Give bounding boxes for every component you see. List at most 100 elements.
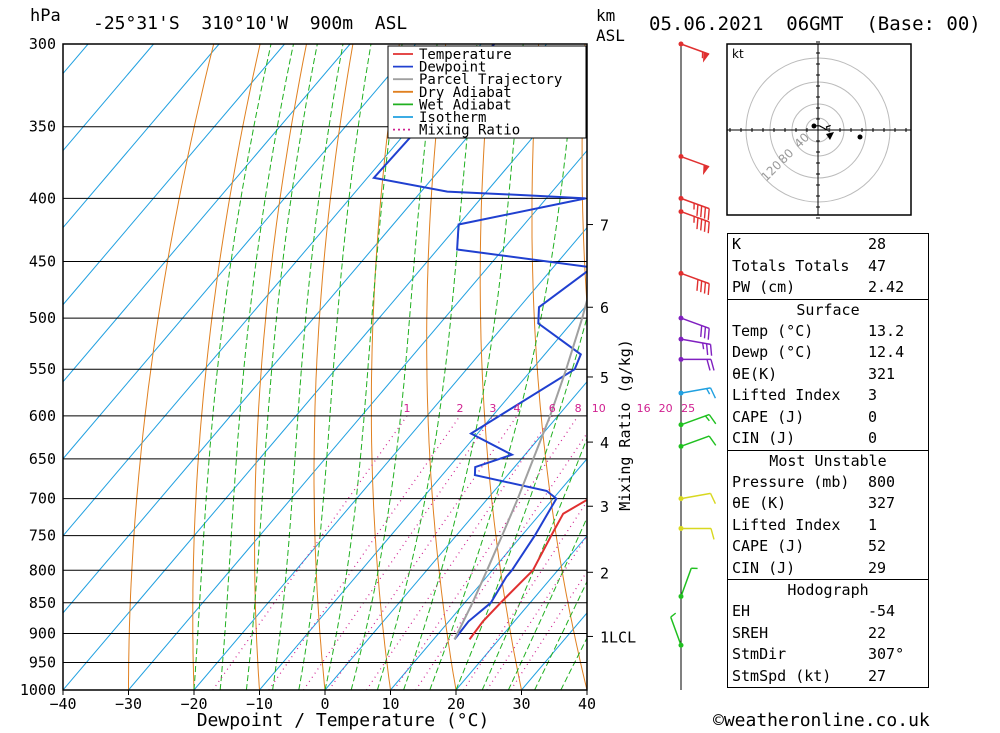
wet-adiabat-line — [534, 580, 587, 690]
wind-barb-feather — [709, 387, 717, 399]
wet-adiabat-line — [219, 44, 294, 690]
mixing-ratio-label: 6 — [549, 402, 556, 415]
wet-adiabat-line — [245, 44, 318, 690]
dry-adiabat-line — [581, 44, 587, 312]
pressure-tick-label: 700 — [29, 490, 56, 508]
surface-label: CAPE (J) — [732, 407, 805, 426]
hodograph-value: 27 — [868, 666, 887, 685]
legend-entry: Dry Adiabat — [419, 85, 512, 101]
wind-barb-half-feather — [701, 342, 705, 350]
surface-row: Dewp (°C) 12.4 — [728, 342, 928, 364]
surface-label: θE(K) — [732, 364, 778, 383]
x-tick-label: −20 — [180, 695, 207, 713]
x-tick-label: −30 — [115, 695, 142, 713]
mixing-ratio-label: 25 — [681, 402, 695, 415]
most-unstable-value: 52 — [868, 537, 887, 555]
wet-adiabat-line — [403, 44, 524, 690]
wind-barb-feather — [710, 359, 715, 371]
wind-barb-feather — [703, 220, 707, 232]
profile-series — [371, 44, 587, 641]
most-unstable-value: 327 — [868, 494, 896, 512]
legend-entry: Parcel Trajectory — [419, 72, 562, 88]
dry-adiabat-line — [956, 44, 1000, 690]
height-km-label: 7 — [600, 217, 609, 235]
pressure-tick-label: 550 — [29, 360, 56, 378]
wind-barb-staff — [680, 272, 710, 285]
wind-barb-feather — [709, 493, 717, 505]
isotherm-line — [63, 44, 285, 306]
hodograph-row: StmSpd (kt) 27 — [728, 666, 928, 688]
pressure-tick-label: 300 — [29, 35, 56, 53]
index-value: 28 — [868, 235, 887, 253]
km-unit-label: km — [596, 6, 616, 25]
wet-adiabat-line — [350, 44, 438, 690]
pressure-tick-label: 600 — [29, 407, 56, 425]
most-unstable-value: 800 — [868, 472, 896, 491]
mixing-ratio-label: 16 — [637, 402, 651, 415]
wind-barb-feather — [703, 207, 707, 219]
wind-barb-staff — [680, 387, 711, 394]
x-tick-label: 10 — [381, 695, 399, 713]
isotherm-line — [63, 44, 351, 383]
most-unstable-row: CAPE (J) 52 — [728, 536, 928, 558]
wind-level-dot — [678, 41, 684, 47]
pressure-tick-label: 850 — [29, 594, 56, 612]
wind-barb-feather — [708, 414, 717, 425]
mixing-ratio-label: 4 — [513, 402, 520, 415]
wind-level-dot — [678, 642, 684, 648]
isotherm-line — [455, 535, 587, 690]
wind-barb — [678, 492, 717, 505]
mixing-ratio-line — [328, 415, 518, 690]
index-value: 2.42 — [868, 278, 905, 296]
wind-level-dot — [678, 390, 684, 396]
most-unstable-label: CAPE (J) — [732, 537, 805, 555]
wind-barb-feather — [696, 204, 699, 216]
surface-value: 12.4 — [868, 343, 905, 361]
hodograph-value: -54 — [868, 602, 896, 620]
surface-label: Lifted Index — [732, 386, 841, 404]
wind-barb — [678, 41, 710, 63]
hodograph-row: SREH 22 — [728, 623, 928, 645]
hodograph-label: StmSpd (kt) — [732, 666, 832, 685]
pressure-tick-label: 500 — [29, 309, 56, 327]
wind-barb-staff — [680, 317, 710, 330]
hodograph-value: 307° — [868, 645, 905, 663]
mixing-ratio-label: 10 — [592, 402, 606, 415]
mixing-ratio-line — [212, 415, 408, 690]
forecast-datetime: 05.06.2021 06GMT (Base: 00) — [649, 13, 981, 35]
surface-label: Temp (°C) — [732, 321, 814, 340]
wind-barb-feather — [700, 280, 703, 293]
wind-level-dot — [678, 209, 684, 215]
pressure-unit-label: hPa — [30, 6, 61, 26]
isotherm-line — [63, 44, 416, 460]
hodograph-storm-motion — [826, 132, 834, 140]
height-km-label: 2 — [600, 564, 609, 582]
indices-table: K 28 Totals Totals 47 PW (cm) 2.42 Surface Te… — [727, 233, 929, 688]
wind-barb-pennant — [702, 52, 710, 63]
dry-adiabat-line — [192, 44, 261, 690]
x-tick-label: −10 — [246, 695, 273, 713]
wet-adiabat-line — [481, 436, 587, 690]
wind-barb-staff — [680, 338, 711, 346]
wind-barb — [678, 356, 715, 371]
pressure-tick-label: 650 — [29, 450, 56, 468]
wind-level-dot — [678, 270, 684, 276]
wind-barb-feather — [706, 359, 711, 371]
index-row: K 28 — [728, 234, 928, 256]
index-value: 47 — [868, 256, 887, 275]
chart-title-location: -25°31'S 310°10'W 900m ASL — [93, 13, 408, 34]
surface-label: Dewp (°C) — [732, 343, 814, 361]
pressure-tick-label: 450 — [29, 253, 56, 271]
wind-barb-staff — [680, 568, 692, 597]
most-unstable-row: Pressure (mb) 800 — [728, 472, 928, 494]
series-line-temperature — [468, 498, 587, 640]
legend-entry: Wet Adiabat — [419, 97, 512, 113]
wind-barb-pennant — [702, 164, 710, 176]
mixing-ratio-label: 20 — [659, 402, 673, 415]
dry-adiabat-line — [426, 44, 457, 690]
legend-entry: Temperature — [419, 47, 512, 63]
legend-entry: Mixing Ratio — [419, 123, 520, 139]
